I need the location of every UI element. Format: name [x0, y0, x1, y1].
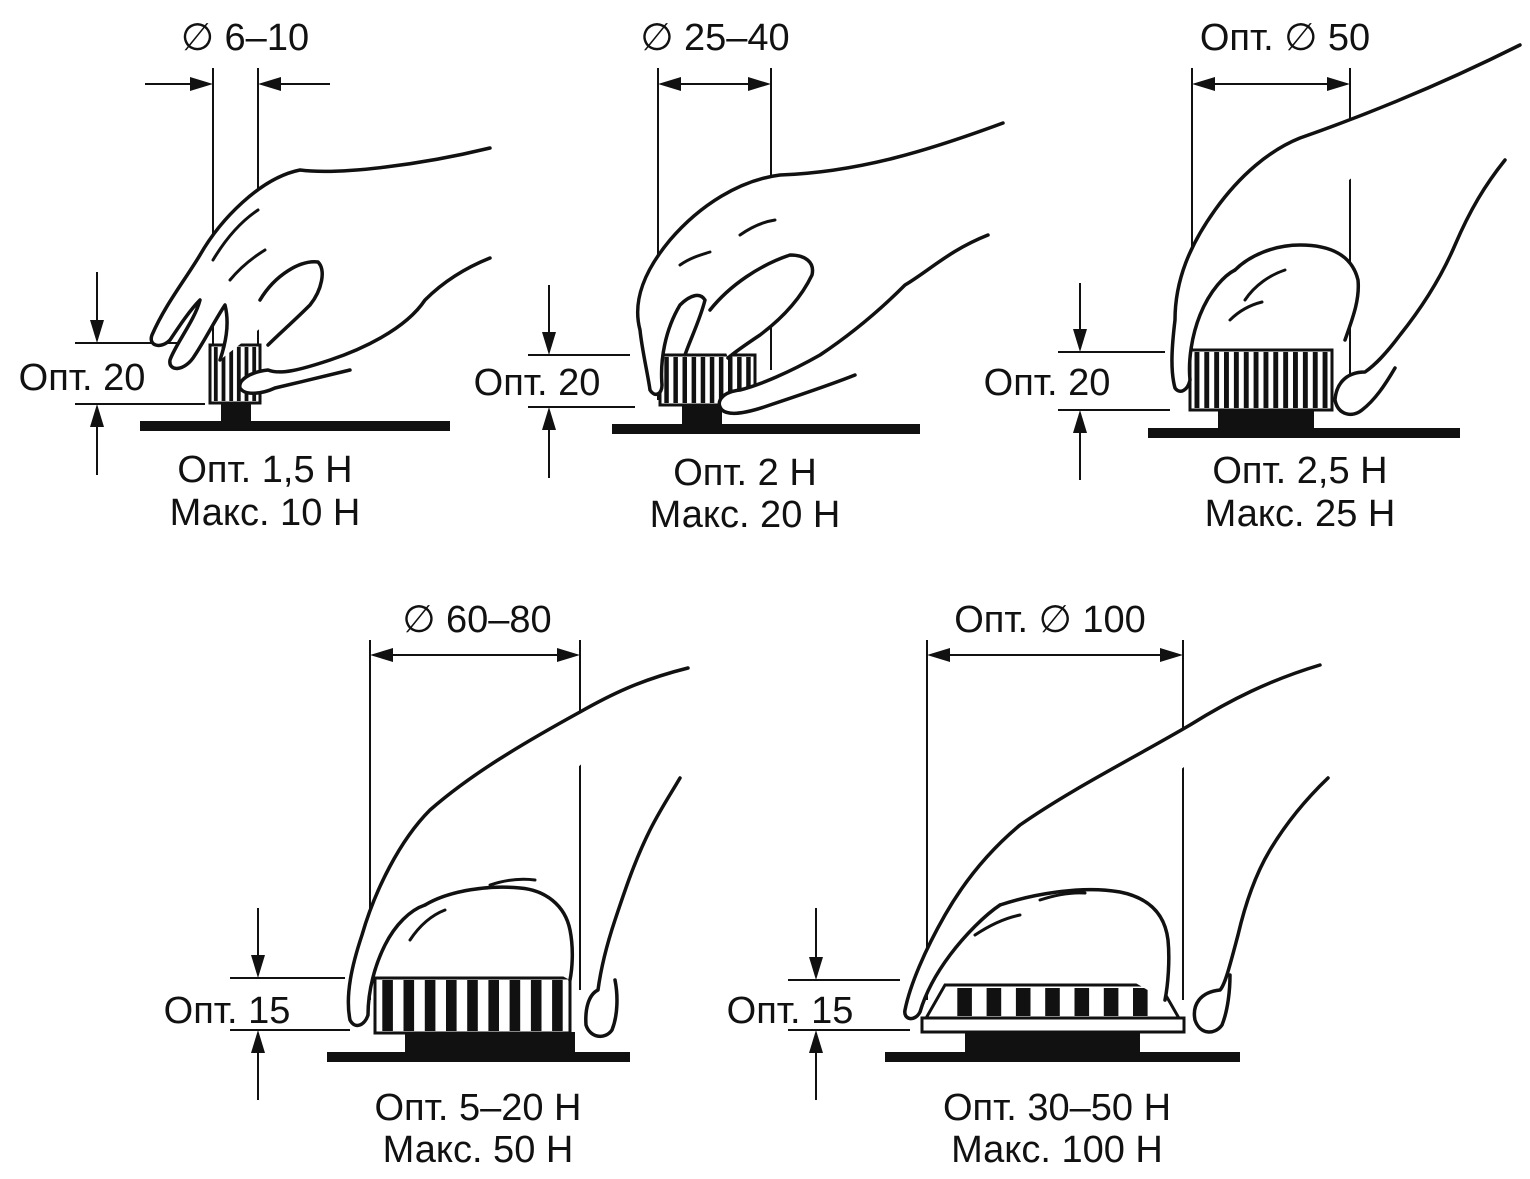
force-optimal: Опт. 2 Н [673, 452, 817, 494]
force-optimal: Опт. 30–50 Н [943, 1087, 1171, 1129]
knob-rib [1045, 988, 1060, 1016]
knob-rib [957, 988, 972, 1016]
knob-rib [244, 347, 249, 401]
knob-rib [403, 980, 415, 1031]
height-label: Опт. 20 [19, 357, 146, 399]
knob-rib [552, 980, 563, 1031]
knob-rib [700, 357, 706, 403]
knob-stem [1218, 408, 1314, 430]
height-dimension [788, 908, 910, 1100]
knob-rib [986, 988, 1002, 1016]
knob-rib [1194, 352, 1200, 408]
height-label: Опт. 20 [474, 362, 601, 404]
knob-rib [664, 357, 669, 403]
knob-rib [213, 347, 218, 401]
diameter-label: Опт. ∅ 50 [1200, 17, 1370, 59]
knob-rib [1322, 352, 1328, 408]
knob-stem [682, 402, 722, 425]
diameter-dimension [926, 640, 1184, 1000]
knob-rib [1103, 988, 1119, 1016]
knob-rib [1224, 352, 1229, 408]
knob-rib [530, 980, 542, 1031]
knob-rib [382, 980, 393, 1031]
hand-illustration [149, 146, 492, 395]
panel-knob-5: Опт. ∅ 100 Опт. 15 Опт. 30–50 Н Макс. 10… [727, 599, 1330, 1171]
knob [1188, 348, 1334, 412]
knob-rib [1214, 352, 1220, 408]
knob-rib [1312, 352, 1318, 408]
knob-rib [1302, 352, 1308, 408]
panel-surface [612, 424, 920, 434]
hand-illustration [635, 121, 1005, 416]
height-dimension [1058, 283, 1170, 480]
knob-rib [1293, 352, 1298, 408]
force-max: Макс. 25 Н [1205, 493, 1396, 535]
panel-knob-4: ∅ 60–80 Опт. 15 Опт. 5–20 Н Макс. 50 Н [164, 599, 690, 1171]
force-optimal: Опт. 2,5 Н [1212, 450, 1387, 492]
knob-stem [221, 400, 251, 422]
height-label: Опт. 15 [164, 990, 291, 1032]
knob-rib [1204, 352, 1210, 408]
height-label: Опт. 20 [984, 362, 1111, 404]
knob-rib [673, 357, 678, 403]
knob-rib [709, 357, 715, 403]
height-label: Опт. 15 [727, 990, 854, 1032]
diameter-label: Опт. ∅ 100 [954, 599, 1146, 641]
force-max: Макс. 50 Н [383, 1129, 574, 1171]
height-dimension [75, 272, 205, 475]
force-max: Макс. 100 Н [951, 1129, 1163, 1171]
knob-rib [1243, 352, 1249, 408]
knob-stem [965, 1032, 1140, 1054]
knob-rib [1273, 352, 1279, 408]
hand-illustration [346, 666, 690, 1038]
force-optimal: Опт. 5–20 Н [375, 1087, 582, 1129]
knob [658, 353, 757, 407]
knob-stem [405, 1032, 575, 1054]
knob-rib [229, 347, 234, 401]
hand-illustration [903, 663, 1330, 1034]
knob-rib [467, 980, 478, 1031]
knob-rib [1233, 352, 1239, 408]
panel-surface [327, 1052, 630, 1062]
knob-rib [1074, 988, 1090, 1016]
knob [920, 983, 1186, 1034]
knob-rib [424, 980, 436, 1031]
knob-rib [718, 357, 724, 403]
knob-rib [737, 357, 742, 403]
knob-rib [1015, 988, 1031, 1016]
force-max: Макс. 10 Н [170, 492, 361, 534]
force-max: Макс. 20 Н [650, 494, 841, 536]
knob-rib [1283, 352, 1289, 408]
panel-surface [140, 421, 450, 431]
panel-surface [885, 1052, 1240, 1062]
knob-rib [488, 980, 499, 1031]
diameter-label: ∅ 6–10 [181, 17, 309, 59]
knob-rib [446, 980, 457, 1031]
knob-rib [1133, 988, 1148, 1016]
knob-rib [221, 347, 226, 401]
panel-knob-3: Опт. ∅ 50 Опт. 20 Опт. 2,5 Н Макс. 25 Н [984, 17, 1522, 535]
knob-rib [682, 357, 687, 403]
knob [373, 976, 572, 1035]
knob-rib [236, 347, 241, 401]
knob-rib [1253, 352, 1259, 408]
panel-knob-1: ∅ 6–10 Опт. 20 Опт. 1,5 Н Макс. 10 Н [19, 17, 492, 534]
diameter-label: ∅ 60–80 [402, 599, 551, 641]
hand-illustration [1170, 43, 1522, 417]
knob-rib [691, 357, 697, 403]
panel-surface [1148, 428, 1460, 438]
knob-rib [746, 357, 751, 403]
force-optimal: Опт. 1,5 Н [177, 449, 352, 491]
diameter-label: ∅ 25–40 [640, 17, 789, 59]
knob-rib [1263, 352, 1269, 408]
height-dimension [230, 908, 350, 1100]
panel-knob-2: ∅ 25–40 Опт. 20 Опт. 2 Н Макс. 20 Н [474, 17, 1005, 536]
knob-rib [728, 357, 733, 403]
knob-rib [509, 980, 521, 1031]
height-dimension [528, 285, 635, 478]
